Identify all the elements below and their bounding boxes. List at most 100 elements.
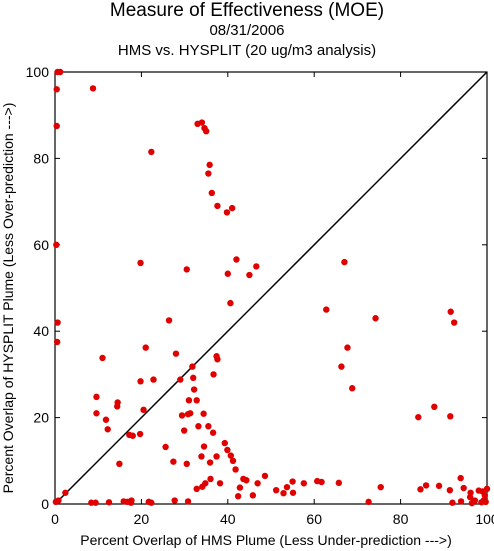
data-point (449, 499, 456, 506)
data-points (52, 68, 491, 507)
data-point (213, 353, 220, 360)
data-point (482, 498, 489, 506)
data-point (323, 306, 330, 313)
data-point (457, 498, 465, 505)
data-point (435, 482, 443, 490)
y-tick-label: 40 (33, 323, 49, 339)
data-point (447, 413, 454, 420)
data-point (93, 393, 100, 401)
data-point (187, 410, 194, 417)
data-point (243, 477, 250, 484)
reference-line (54, 71, 488, 505)
data-point (198, 453, 205, 460)
data-point (365, 498, 372, 506)
data-point (253, 263, 260, 270)
data-point (236, 484, 244, 491)
data-point (300, 480, 308, 487)
data-point (233, 256, 240, 263)
data-point (54, 319, 61, 326)
data-point (53, 338, 61, 346)
data-point (221, 439, 228, 447)
data-point (206, 161, 213, 169)
x-tick-label: 0 (51, 511, 59, 527)
data-point (349, 385, 356, 392)
x-tick-label: 100 (475, 511, 494, 527)
data-point (227, 452, 235, 459)
data-point (234, 493, 242, 500)
y-tick-label: 0 (41, 496, 49, 512)
data-point (422, 482, 430, 489)
data-point (184, 498, 192, 505)
data-point (170, 458, 177, 465)
data-point (190, 386, 198, 393)
data-point (338, 363, 345, 370)
x-tick-label: 20 (134, 511, 150, 527)
data-point (246, 271, 253, 279)
data-point (148, 499, 155, 506)
data-point (183, 266, 190, 273)
data-point (105, 499, 113, 506)
data-point (127, 499, 135, 506)
data-point (53, 122, 60, 130)
x-axis-label: Percent Overlap of HMS Plume (Less Under… (80, 532, 452, 548)
data-point (223, 209, 231, 216)
y-tick-label: 80 (33, 150, 49, 166)
data-point (150, 376, 157, 383)
data-point (199, 483, 206, 490)
data-point (213, 453, 220, 460)
plot-frame (54, 71, 488, 505)
data-point (446, 486, 454, 494)
data-point (203, 127, 210, 135)
data-point (209, 429, 217, 436)
data-point (114, 399, 121, 406)
data-point (415, 413, 422, 421)
data-point (171, 497, 178, 504)
data-point (185, 397, 193, 404)
data-point (229, 457, 237, 464)
data-point (254, 480, 261, 487)
data-point (483, 485, 491, 493)
data-point (104, 426, 111, 433)
data-point (272, 486, 280, 494)
data-point (120, 498, 127, 505)
data-point (116, 460, 123, 468)
data-point (377, 483, 384, 491)
data-point (189, 363, 196, 370)
data-point (228, 204, 236, 212)
x-tick-label: 60 (306, 511, 322, 527)
data-point (172, 350, 180, 357)
data-point (207, 475, 214, 483)
data-point (93, 410, 100, 417)
data-point (53, 86, 60, 93)
data-point (335, 479, 343, 487)
data-point (193, 397, 200, 404)
data-point (190, 374, 197, 382)
y-tick-label: 60 (33, 237, 49, 253)
data-point (431, 403, 438, 410)
data-point (344, 344, 351, 351)
data-point (341, 258, 348, 266)
data-point (55, 497, 62, 504)
data-point (447, 308, 454, 315)
chart-date: 08/31/2006 (209, 22, 285, 39)
data-point (289, 489, 297, 496)
data-point (178, 412, 186, 419)
data-point (261, 472, 269, 480)
data-point (56, 68, 64, 76)
data-point (214, 202, 221, 210)
data-point (180, 427, 188, 434)
data-point (148, 148, 155, 156)
data-point (232, 466, 239, 473)
data-point (205, 423, 212, 430)
chart-subtitle: HMS vs. HYSPLIT (20 ug/m3 analysis) (117, 42, 377, 59)
data-point (183, 460, 190, 468)
chart-title: Measure of Effectiveness (MOE) (109, 0, 385, 21)
y-tick-label: 20 (33, 410, 49, 426)
data-point (227, 299, 234, 307)
data-point (450, 319, 458, 326)
data-point (481, 492, 489, 499)
data-point (457, 474, 464, 482)
data-point (193, 485, 200, 493)
axis-ticks: 0 20 40 60 80 100 0 20 40 60 80 100 (26, 64, 494, 527)
